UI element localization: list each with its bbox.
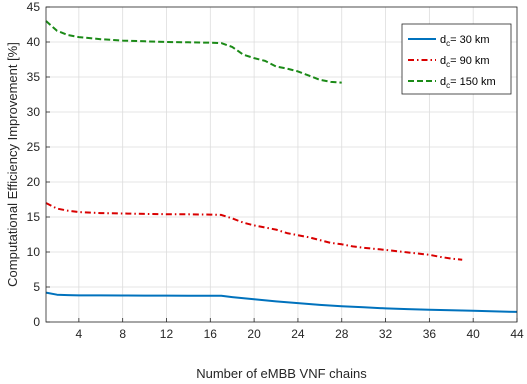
series-line xyxy=(45,20,342,84)
x-tick-label: 24 xyxy=(291,327,305,341)
x-axis-ticks: 4 8 12 16 20 24 28 32 36 40 44 xyxy=(76,318,524,341)
y-tick-label: 5 xyxy=(33,280,40,294)
x-tick-label: 28 xyxy=(335,327,349,341)
x-tick-label: 12 xyxy=(160,327,174,341)
series-line xyxy=(45,291,518,313)
y-axis-label: Computational Efficiency Improvement [%] xyxy=(5,42,20,287)
y-tick-label: 35 xyxy=(27,70,41,84)
legend-box xyxy=(401,23,512,95)
plot-frame xyxy=(45,6,518,323)
legend: dc= 30 km dc= 90 km dc= 150 km xyxy=(401,23,512,95)
x-tick-label: 16 xyxy=(204,327,218,341)
y-tick-label: 30 xyxy=(27,105,41,119)
series-line xyxy=(45,202,463,261)
y-tick-label: 45 xyxy=(27,0,41,14)
x-tick-label: 36 xyxy=(423,327,437,341)
x-tick-label: 20 xyxy=(247,327,261,341)
x-tick-label: 32 xyxy=(379,327,393,341)
legend-label: dc= 150 km xyxy=(440,76,496,90)
y-tick-label: 40 xyxy=(27,35,41,49)
y-tick-label: 0 xyxy=(33,315,40,329)
legend-label: dc= 30 km xyxy=(440,34,490,48)
x-axis-label: Number of eMBB VNF chains xyxy=(196,366,367,381)
x-tick-label: 40 xyxy=(467,327,481,341)
y-tick-label: 10 xyxy=(27,245,41,259)
legend-label: dc= 90 km xyxy=(440,55,490,69)
y-tick-label: 15 xyxy=(27,210,41,224)
x-tick-label: 8 xyxy=(119,327,126,341)
y-tick-label: 20 xyxy=(27,175,41,189)
y-axis-ticks: 0 5 10 15 20 25 30 35 40 45 xyxy=(27,0,50,329)
y-tick-label: 25 xyxy=(27,140,41,154)
series-lines xyxy=(45,20,518,313)
x-tick-label: 4 xyxy=(76,327,83,341)
x-tick-label: 44 xyxy=(510,327,524,341)
